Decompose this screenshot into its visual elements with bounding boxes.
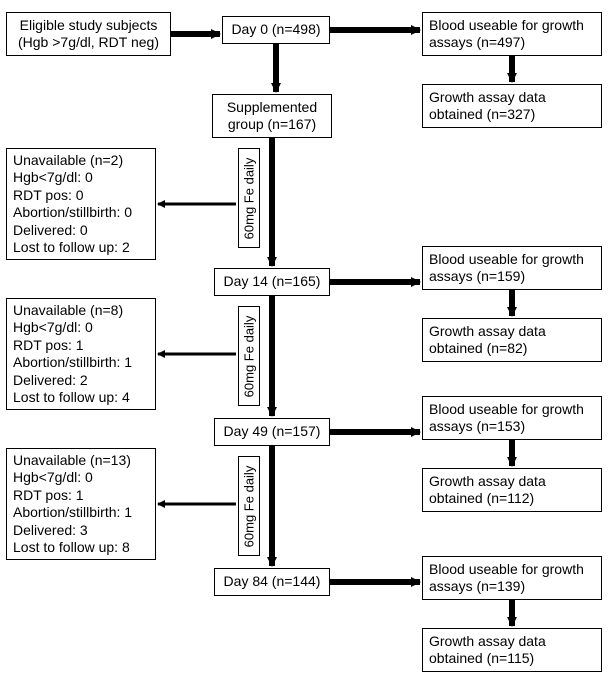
box-line: Supplemented	[227, 99, 317, 117]
box-line: Delivered: 3	[13, 522, 88, 540]
box-line: group (n=167)	[228, 116, 316, 134]
box-line: RDT pos: 1	[13, 487, 84, 505]
node-growth0: Growth assay dataobtained (n=327)	[422, 84, 602, 128]
box-line: Day 49 (n=157)	[224, 423, 321, 441]
box-line: Lost to follow up: 4	[13, 389, 130, 407]
node-blood49: Blood useable for growthassays (n=153)	[422, 396, 602, 440]
box-line: Delivered: 0	[13, 222, 88, 240]
box-line: Day 14 (n=165)	[224, 273, 321, 291]
node-dose2: 60mg Fe daily	[238, 306, 260, 406]
node-blood84: Blood useable for growthassays (n=139)	[422, 556, 602, 600]
box-line: Blood useable for growth	[429, 401, 584, 419]
node-growth49: Growth assay dataobtained (n=112)	[422, 468, 602, 512]
box-line: obtained (n=112)	[429, 490, 534, 508]
node-day14: Day 14 (n=165)	[214, 268, 330, 296]
box-line: Delivered: 2	[13, 372, 88, 390]
node-blood14: Blood useable for growthassays (n=159)	[422, 246, 602, 290]
box-line: obtained (n=82)	[429, 340, 527, 358]
node-supp: Supplementedgroup (n=167)	[212, 94, 332, 138]
box-line: Lost to follow up: 2	[13, 239, 130, 257]
box-line: assays (n=159)	[429, 268, 525, 286]
box-line: Growth assay data	[429, 473, 546, 491]
box-line: RDT pos: 0	[13, 187, 84, 205]
node-un3: Unavailable (n=13)Hgb<7g/dl: 0RDT pos: 1…	[6, 448, 156, 560]
dose-label: 60mg Fe daily	[242, 157, 257, 239]
node-day84: Day 84 (n=144)	[214, 568, 330, 596]
box-line: assays (n=139)	[429, 578, 525, 596]
node-day49: Day 49 (n=157)	[214, 418, 330, 446]
box-line: Unavailable (n=2)	[13, 152, 123, 170]
node-dose1: 60mg Fe daily	[238, 148, 260, 248]
box-line: Eligible study subjects	[20, 17, 158, 35]
box-line: Growth assay data	[429, 89, 546, 107]
box-line: Abortion/stillbirth: 0	[13, 204, 132, 222]
box-line: Day 84 (n=144)	[224, 573, 321, 591]
box-line: Lost to follow up: 8	[13, 539, 130, 557]
box-line: assays (n=153)	[429, 418, 525, 436]
box-line: Hgb<7g/dl: 0	[13, 319, 93, 337]
box-line: Blood useable for growth	[429, 561, 584, 579]
box-line: RDT pos: 1	[13, 337, 84, 355]
box-line: Hgb<7g/dl: 0	[13, 469, 93, 487]
box-line: assays (n=497)	[429, 34, 525, 52]
node-blood0: Blood useable for growthassays (n=497)	[422, 12, 602, 56]
node-un1: Unavailable (n=2)Hgb<7g/dl: 0RDT pos: 0A…	[6, 148, 156, 260]
box-line: Unavailable (n=13)	[13, 452, 131, 470]
dose-label: 60mg Fe daily	[242, 465, 257, 547]
box-line: obtained (n=115)	[429, 650, 534, 668]
node-growth84: Growth assay dataobtained (n=115)	[422, 628, 602, 672]
box-line: (Hgb >7g/dl, RDT neg)	[18, 34, 159, 52]
box-line: Growth assay data	[429, 323, 546, 341]
node-un2: Unavailable (n=8)Hgb<7g/dl: 0RDT pos: 1A…	[6, 298, 156, 410]
box-line: Blood useable for growth	[429, 251, 584, 269]
box-line: Growth assay data	[429, 633, 546, 651]
box-line: Blood useable for growth	[429, 17, 584, 35]
box-line: Unavailable (n=8)	[13, 302, 123, 320]
box-line: obtained (n=327)	[429, 106, 535, 124]
box-line: Abortion/stillbirth: 1	[13, 354, 132, 372]
dose-label: 60mg Fe daily	[242, 315, 257, 397]
box-line: Abortion/stillbirth: 1	[13, 504, 132, 522]
box-line: Day 0 (n=498)	[231, 21, 320, 39]
node-day0: Day 0 (n=498)	[222, 16, 330, 44]
node-dose3: 60mg Fe daily	[238, 456, 260, 556]
node-growth14: Growth assay dataobtained (n=82)	[422, 318, 602, 362]
node-eligible: Eligible study subjects(Hgb >7g/dl, RDT …	[6, 12, 171, 56]
box-line: Hgb<7g/dl: 0	[13, 169, 93, 187]
